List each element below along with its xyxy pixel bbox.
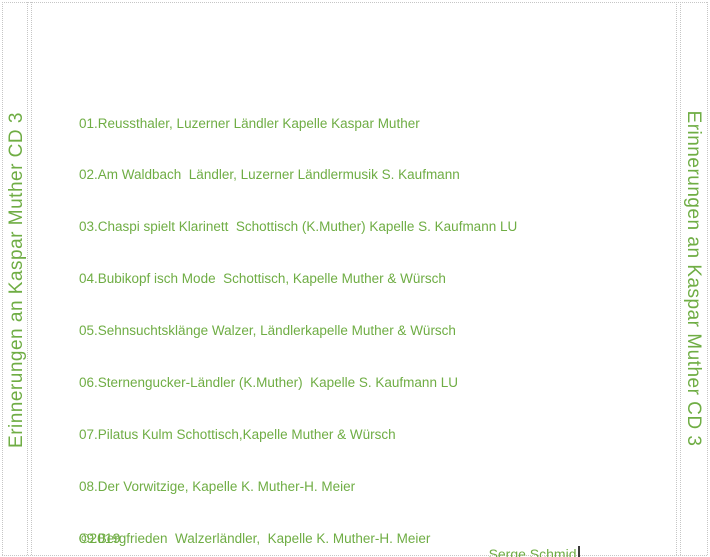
track-item-09[interactable]: 09.Bergfrieden Walzerländler, Kapelle K.… xyxy=(79,530,431,546)
track-item-08[interactable]: 08.Der Vorwitzige, Kapelle K. Muther-H. … xyxy=(79,478,356,494)
track-item-01[interactable]: 01.Reussthaler, Luzerner Ländler Kapelle… xyxy=(79,115,420,131)
track-item-05[interactable]: 05.Sehnsuchtsklänge Walzer, Ländlerkapel… xyxy=(79,323,456,339)
fold-line-right-inner xyxy=(676,2,677,555)
text-cursor xyxy=(577,546,580,557)
track-item-03[interactable]: 03.Chaspi spielt Klarinett Schottisch (K… xyxy=(79,219,518,235)
cut-line-left xyxy=(2,2,3,555)
cut-line-top xyxy=(2,2,707,3)
tracklist[interactable]: 01.Reussthaler, Luzerner Ländler Kapelle… xyxy=(79,80,569,557)
copyright-text[interactable]: ©2019 xyxy=(79,530,121,546)
track-item-07[interactable]: 07.Pilatus Kulm Schottisch,Kapelle Muthe… xyxy=(79,426,396,442)
track-item-06[interactable]: 06.Sternengucker-Ländler (K.Muther) Kape… xyxy=(79,375,458,391)
credit-field[interactable]: Serge Schmid xyxy=(473,530,580,557)
fold-line-right-outer xyxy=(680,2,681,555)
cut-line-bottom xyxy=(2,555,707,556)
track-item-02[interactable]: 02.Am Waldbach Ländler, Luzerner Ländler… xyxy=(79,167,460,183)
track-item-04[interactable]: 04.Bubikopf isch Mode Schottisch, Kapell… xyxy=(79,271,446,287)
cut-line-right xyxy=(707,2,708,555)
fold-line-left-inner xyxy=(31,2,32,555)
spine-right-title[interactable]: Erinnerungen an Kaspar Muther CD 3 xyxy=(683,110,704,447)
credit-text[interactable]: Serge Schmid xyxy=(488,546,577,557)
spine-left-title[interactable]: Erinnerungen an Kaspar Muther CD 3 xyxy=(6,112,27,448)
fold-line-left-outer xyxy=(27,2,28,555)
